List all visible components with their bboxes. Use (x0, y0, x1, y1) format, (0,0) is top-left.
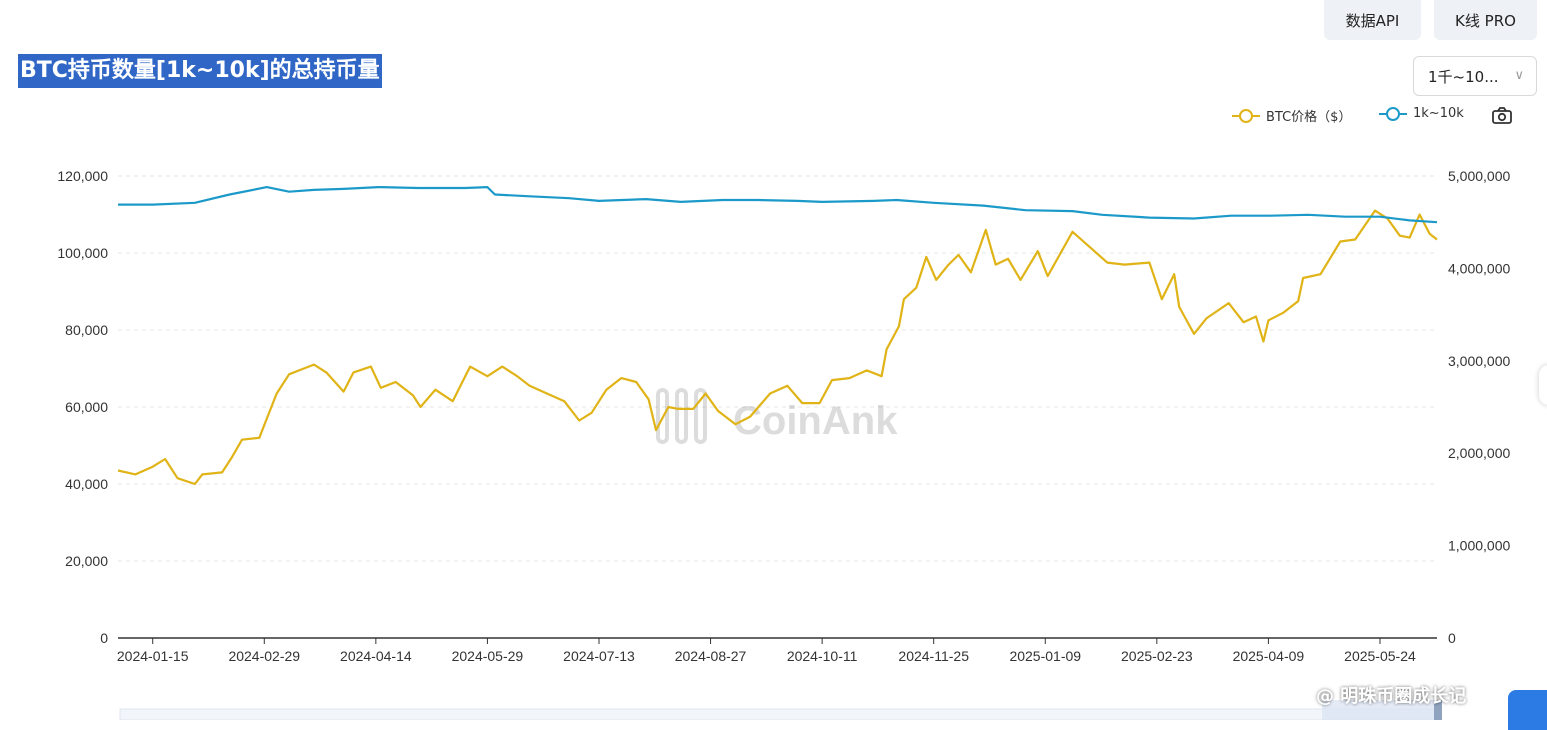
coinank-watermark: CoinAnk (656, 388, 898, 444)
kline-pro-button[interactable]: K线 PRO (1434, 0, 1537, 40)
y-right-tick-label: 3,000,000 (1448, 353, 1510, 369)
legend-item-holders[interactable]: 1k~10k (1379, 106, 1464, 121)
chart-title: BTC持币数量[1k~10k]的总持币量 (18, 54, 382, 88)
side-panel-handle[interactable] (1539, 365, 1547, 405)
holder-range-select[interactable]: 1千~10... ∨ (1413, 56, 1537, 96)
legend-label-btc-price: BTC价格（$） (1266, 110, 1352, 125)
y-right-tick-label: 1,000,000 (1448, 538, 1510, 554)
holders-line (118, 186, 1438, 224)
zoom-slider-handle (1434, 700, 1442, 720)
x-tick-label: 2025-02-23 (1121, 648, 1193, 664)
x-tick-label: 2025-05-24 (1344, 648, 1416, 664)
x-tick-label: 2024-05-29 (452, 648, 524, 664)
y-right-tick-label: 0 (1448, 630, 1456, 646)
holder-range-value: 1千~10... (1428, 67, 1499, 86)
x-tick-label: 2024-04-14 (340, 648, 412, 664)
y-left-tick-label: 80,000 (65, 322, 108, 338)
x-tick-label: 2024-07-13 (563, 648, 635, 664)
watermark-logo-bar (694, 388, 707, 444)
watermark-text: CoinAnk (733, 399, 898, 443)
corner-badge[interactable] (1508, 690, 1547, 730)
x-tick-label: 2024-01-15 (117, 648, 189, 664)
y-right-tick-label: 4,000,000 (1448, 260, 1510, 276)
data-api-button[interactable]: 数据API (1324, 0, 1421, 40)
y-left-tick-label: 60,000 (65, 399, 108, 415)
chevron-down-icon: ∨ (1514, 68, 1524, 83)
y-left-tick-label: 100,000 (57, 245, 108, 261)
y-left-tick-label: 0 (100, 630, 108, 646)
y-right-tick-label: 2,000,000 (1448, 445, 1510, 461)
zoom-slider-track (119, 708, 1437, 720)
watermark-logo-bar (656, 388, 669, 444)
x-tick-label: 2024-10-11 (787, 648, 858, 664)
author-watermark: @ 明珠币圈成长记 (1316, 686, 1467, 707)
x-tick-label: 2025-04-09 (1233, 648, 1305, 664)
legend-item-btc-price[interactable]: BTC价格（$） (1232, 106, 1351, 125)
x-tick-label: 2025-01-09 (1009, 648, 1081, 664)
y-left-tick-label: 20,000 (65, 553, 108, 569)
y-left-tick-label: 120,000 (57, 168, 108, 184)
legend-line-icon (1232, 108, 1260, 123)
y-right-tick-label: 5,000,000 (1448, 168, 1510, 184)
legend-line-icon (1379, 106, 1407, 121)
x-tick-label: 2024-08-27 (675, 648, 747, 664)
legend-label-holders: 1k~10k (1413, 106, 1464, 121)
btc-price-line (117, 209, 1438, 486)
watermark-logo-bar (675, 388, 688, 444)
camera-icon[interactable] (1491, 106, 1513, 126)
zoom-slider-window (1322, 700, 1436, 720)
x-tick-label: 2024-02-29 (228, 648, 300, 664)
x-tick-label: 2024-11-25 (898, 648, 969, 664)
y-left-tick-label: 40,000 (65, 476, 108, 492)
